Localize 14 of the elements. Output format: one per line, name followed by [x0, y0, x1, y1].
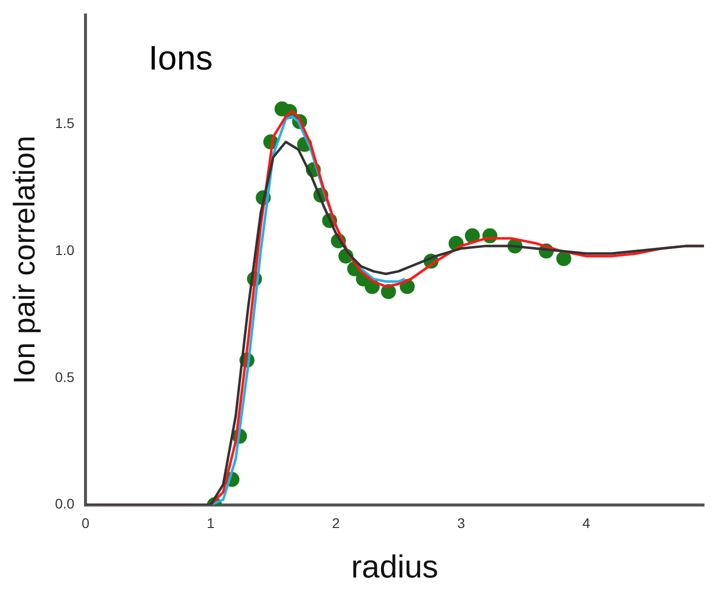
x-tick-label: 2 — [332, 515, 340, 532]
point — [464, 228, 480, 244]
x-tick-label: 4 — [582, 515, 590, 532]
x-axis-title: radius — [351, 548, 438, 585]
y-tick-label: 0.0 — [54, 496, 75, 512]
y-tick-label: 1.5 — [54, 114, 75, 131]
text: Ions — [148, 39, 213, 78]
y-tick-label: 1.0 — [54, 242, 75, 258]
point — [556, 251, 572, 266]
x-tick-label: 3 — [457, 515, 466, 532]
x-tick-label: 0 — [82, 515, 90, 532]
y-axis-title: Ion pair correlation — [8, 136, 42, 384]
x-tick-label: 1 — [206, 515, 215, 532]
y-tick-label: 0.5 — [54, 368, 75, 385]
